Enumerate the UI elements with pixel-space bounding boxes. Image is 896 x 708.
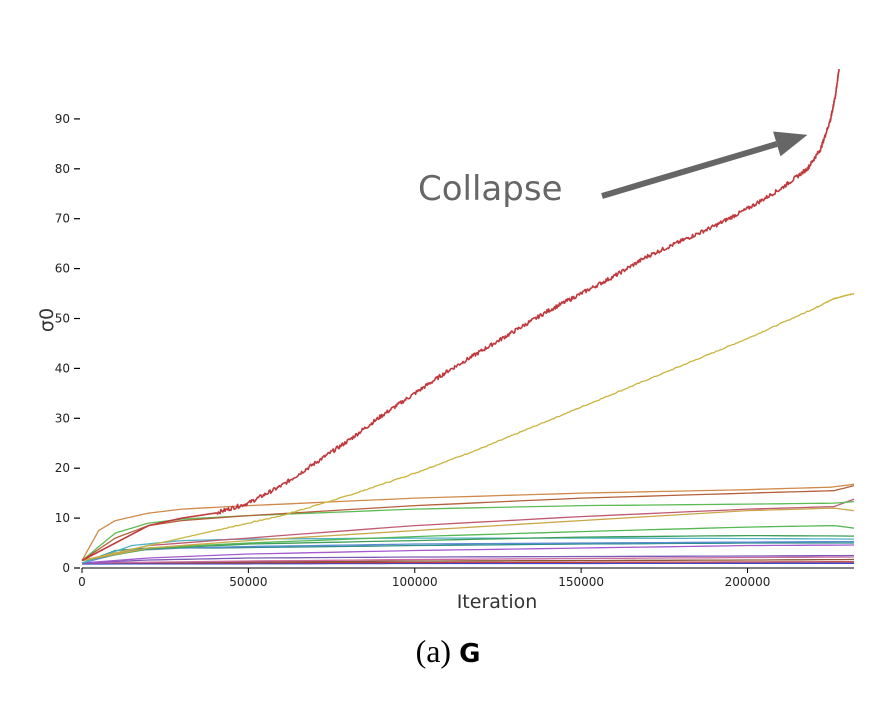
y-tick-label: 10: [55, 511, 70, 525]
y-tick-label: 20: [55, 461, 70, 475]
arrow-shaft: [601, 141, 778, 199]
x-axis: 0 50000 100000 150000 200000: [78, 567, 854, 589]
y-tick-label: 40: [55, 361, 70, 375]
line-chart: 0 50000 100000 150000 200000 0 10 20 30 40 50 60 70…: [36, 68, 855, 613]
series-line-3: [81, 483, 855, 561]
caption-prefix: (a): [415, 633, 460, 669]
series-line-9: [81, 534, 855, 562]
y-axis-title: σ0: [36, 308, 58, 332]
caption-label: G: [459, 639, 481, 669]
figure-caption: (a) G: [0, 632, 896, 670]
x-tick-label: 200000: [725, 575, 771, 589]
series-layer: [81, 68, 855, 565]
y-tick-label: 60: [55, 262, 70, 276]
collapse-annotation: Collapse: [418, 169, 562, 209]
series-line-13: [81, 544, 855, 564]
series-line-10: [81, 537, 855, 564]
arrow-head: [773, 131, 808, 157]
y-tick-label: 70: [55, 212, 70, 226]
series-line-4: [81, 485, 855, 562]
series-line-16: [81, 558, 855, 564]
x-tick-label: 50000: [229, 575, 267, 589]
series-line-18: [82, 562, 854, 565]
series-line-2: [81, 293, 855, 562]
series-line-14: [81, 554, 855, 564]
x-tick-label: 150000: [558, 575, 604, 589]
y-tick-label: 30: [55, 411, 70, 425]
series-line-6: [81, 498, 855, 562]
x-axis-title: Iteration: [457, 591, 538, 613]
series-line-7: [81, 507, 855, 562]
y-tick-label: 0: [62, 561, 70, 575]
y-tick-label: 80: [55, 162, 70, 176]
y-tick-label: 90: [55, 112, 70, 126]
series-line-15: [81, 556, 855, 564]
series-line-5: [81, 500, 855, 562]
collapse-arrow-icon: [601, 131, 808, 199]
x-tick-label: 100000: [392, 575, 438, 589]
x-tick-label: 0: [78, 575, 86, 589]
series-line-12: [81, 542, 854, 564]
series-line-1: [81, 68, 840, 562]
y-axis: 0 10 20 30 40 50 60 70 80 90: [55, 112, 80, 575]
y-tick-label: 50: [55, 312, 70, 326]
